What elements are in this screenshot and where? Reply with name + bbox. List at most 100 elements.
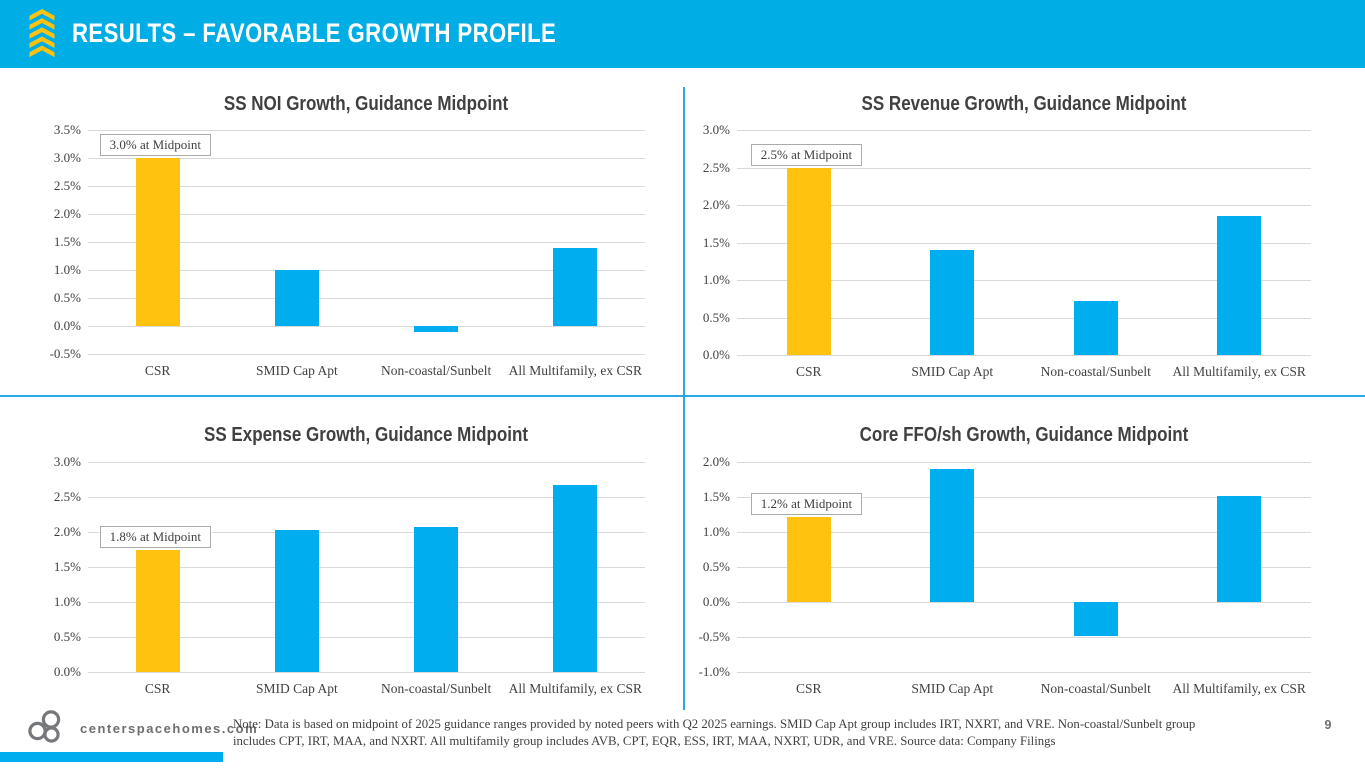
x-axis-category-label: SMID Cap Apt <box>911 681 994 696</box>
chart-title-core-ffo: Core FFO/sh Growth, Guidance Midpoint <box>859 424 1189 446</box>
gridline <box>88 532 645 533</box>
y-axis-tick-label: 2.0% <box>702 197 730 212</box>
bar-all-multifamily-ex-csr <box>1217 216 1262 355</box>
y-axis-tick-label: 2.5% <box>702 159 730 175</box>
gridline <box>737 672 1311 673</box>
y-axis-tick-label: 2.5% <box>53 178 81 193</box>
gridline <box>737 497 1311 498</box>
page-number: 9 <box>1324 718 1332 732</box>
y-axis-tick-label: 1.5% <box>53 234 81 249</box>
bar-csr <box>786 516 831 602</box>
x-axis-category-label: Non-coastal/Sunbelt <box>381 681 492 696</box>
bar-all-multifamily-ex-csr <box>553 247 598 326</box>
bar-smid-cap-apt <box>274 529 319 672</box>
gridline <box>88 567 645 568</box>
gridline <box>88 462 645 463</box>
y-axis-tick-label: 2.5% <box>53 489 81 504</box>
y-axis-tick-label: 0.5% <box>53 290 81 305</box>
x-axis-category-label: Non-coastal/Sunbelt <box>1040 681 1151 696</box>
gridline <box>88 214 645 215</box>
x-axis-category-label: All Multifamily, ex CSR <box>508 681 643 696</box>
bar-smid-cap-apt <box>930 469 975 602</box>
annotation-label: 2.5% at Midpoint <box>750 143 863 166</box>
y-axis-tick-label: 0.5% <box>702 309 730 325</box>
x-axis-category-label: All Multifamily, ex CSR <box>1172 364 1306 379</box>
horizontal-divider <box>0 395 1365 397</box>
gridline <box>88 354 645 355</box>
x-axis-category-label: SMID Cap Apt <box>255 681 338 696</box>
centerspace-logo-icon <box>28 710 61 743</box>
gridline <box>737 130 1311 131</box>
gridline <box>737 280 1311 281</box>
bar-csr <box>135 158 180 326</box>
x-axis-category-label: CSR <box>144 681 171 696</box>
annotation-label: 3.0% at Midpoint <box>99 134 211 156</box>
y-axis-tick-label: 0.0% <box>53 664 81 679</box>
gridline <box>737 567 1311 568</box>
gridline <box>88 130 645 131</box>
chevron-up-stack-icon <box>29 9 55 58</box>
footnote-text: Note: Data is based on midpoint of 2025 … <box>233 717 1196 748</box>
bar-csr <box>786 167 831 355</box>
bar-smid-cap-apt <box>274 270 319 326</box>
gridline <box>737 167 1311 169</box>
x-axis-category-label: SMID Cap Apt <box>255 363 338 378</box>
y-axis-tick-label: -1.0% <box>698 664 730 679</box>
gridline <box>737 637 1311 638</box>
y-axis-tick-label: 2.0% <box>702 454 730 469</box>
gridline <box>88 497 645 498</box>
bar-csr <box>135 549 180 672</box>
x-axis-category-label: Non-coastal/Sunbelt <box>381 363 492 378</box>
x-axis-category-label: CSR <box>795 364 822 379</box>
y-axis-tick-label: 0.0% <box>702 594 730 609</box>
gridline <box>737 317 1311 319</box>
annotation-label: 1.8% at Midpoint <box>99 525 211 548</box>
y-axis-tick-label: 1.0% <box>702 272 730 287</box>
y-axis-tick-label: 2.0% <box>53 206 81 221</box>
gridline <box>88 270 645 271</box>
gridline <box>737 242 1311 244</box>
y-axis-tick-label: 3.0% <box>53 150 81 165</box>
bar-all-multifamily-ex-csr <box>553 485 598 672</box>
bar-smid-cap-apt <box>930 250 975 355</box>
gridline <box>88 326 645 327</box>
gridline <box>737 532 1311 533</box>
x-axis-category-label: All Multifamily, ex CSR <box>508 363 643 378</box>
gridline <box>737 602 1311 603</box>
x-axis-category-label: CSR <box>795 681 822 696</box>
y-axis-tick-label: 3.0% <box>702 122 730 137</box>
gridline <box>88 672 645 673</box>
gridline <box>737 355 1311 356</box>
gridline <box>737 205 1311 206</box>
y-axis-tick-label: -0.5% <box>698 629 730 644</box>
x-axis-category-label: CSR <box>144 363 171 378</box>
y-axis-tick-label: 2.0% <box>53 524 81 539</box>
bar-all-multifamily-ex-csr <box>1217 495 1262 602</box>
gridline <box>88 637 645 638</box>
x-axis-category-label: All Multifamily, ex CSR <box>1172 681 1306 696</box>
chart-title-ss-revenue: SS Revenue Growth, Guidance Midpoint <box>861 93 1187 115</box>
gridline <box>88 158 645 159</box>
y-axis-tick-label: -0.5% <box>49 346 81 361</box>
y-axis-tick-label: 1.0% <box>702 524 730 539</box>
bar-non-coastal-sunbelt <box>1073 602 1118 636</box>
y-axis-tick-label: 0.0% <box>53 318 81 333</box>
gridline <box>88 186 645 187</box>
y-axis-tick-label: 0.0% <box>702 347 730 362</box>
annotation-label: 1.2% at Midpoint <box>750 492 863 515</box>
y-axis-tick-label: 1.5% <box>53 559 81 574</box>
y-axis-tick-label: 1.5% <box>702 489 730 504</box>
slide-header: RESULTS – FAVORABLE GROWTH PROFILE <box>0 0 1365 68</box>
bottom-accent-bar <box>0 752 223 762</box>
x-axis-category-label: SMID Cap Apt <box>911 364 994 379</box>
y-axis-tick-label: 3.0% <box>53 454 81 469</box>
y-axis-tick-label: 3.5% <box>53 122 81 137</box>
y-axis-tick-label: 0.5% <box>53 629 81 644</box>
gridline <box>88 298 645 299</box>
gridline <box>88 602 645 603</box>
bar-non-coastal-sunbelt <box>1073 301 1118 355</box>
bar-non-coastal-sunbelt <box>414 326 459 332</box>
y-axis-tick-label: 1.5% <box>702 234 730 250</box>
y-axis-tick-label: 0.5% <box>702 559 730 574</box>
